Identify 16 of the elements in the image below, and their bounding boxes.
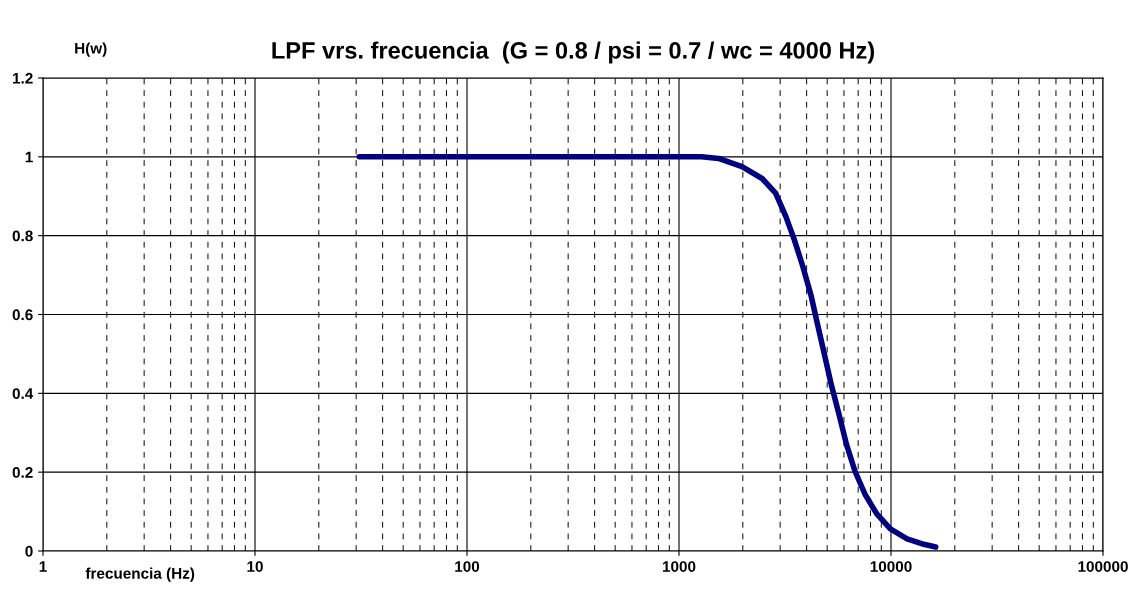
y-tick-label: 0.4 xyxy=(12,388,34,400)
y-tick-label: 1.2 xyxy=(13,72,33,84)
y-tick-label: 0 xyxy=(25,545,33,557)
chart-title: LPF vrs. frecuencia (G = 0.8 / psi = 0.7 / wc = 4000 Hz) xyxy=(272,41,875,64)
x-tick-label: 1 xyxy=(39,561,47,572)
x-tick-label: 10000 xyxy=(870,561,912,572)
y-tick-label: 0.8 xyxy=(12,230,33,242)
x-tick-label: 100 xyxy=(455,561,480,572)
y-tick-label: 0.6 xyxy=(12,309,33,321)
x-axis-title: frecuencia (Hz) xyxy=(85,567,195,582)
x-tick-label: 100000 xyxy=(1078,561,1128,572)
x-tick-label: 1000 xyxy=(662,561,696,572)
y-tick-label: 0.2 xyxy=(12,467,33,478)
y-tick-label: 1 xyxy=(25,151,33,163)
x-tick-label: 10 xyxy=(247,561,263,572)
y-axis-title: H(w) xyxy=(75,42,107,57)
